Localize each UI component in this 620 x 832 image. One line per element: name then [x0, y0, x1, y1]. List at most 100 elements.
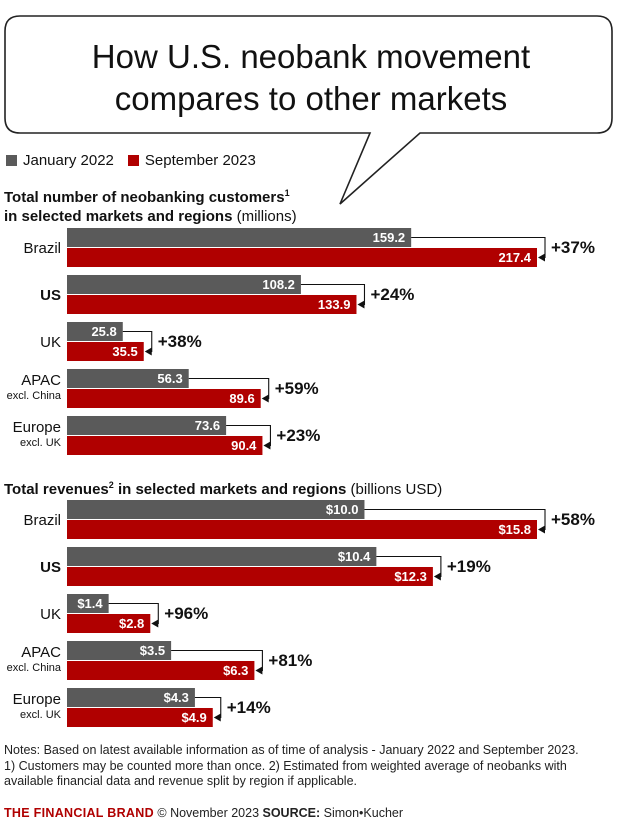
- bar-value-label: 25.8: [91, 324, 116, 339]
- chart-1-title: Total number of neobanking customers1 in…: [4, 184, 297, 226]
- bar: [67, 567, 433, 586]
- source-name: Simon•Kucher: [320, 806, 404, 820]
- category-sublabel: excl. China: [7, 662, 62, 674]
- headline: How U.S. neobank movement compares to ot…: [40, 36, 582, 120]
- change-label: +14%: [227, 698, 271, 717]
- bar-value-label: $15.8: [498, 522, 531, 537]
- bar-value-label: 73.6: [195, 418, 220, 433]
- category-label: APAC: [21, 644, 61, 661]
- chart-customers: Brazil 159.2 217.4 +37% US 108.2 133.9 +24% UK 25…: [7, 228, 595, 455]
- bar: [67, 547, 377, 566]
- bar: [67, 228, 412, 247]
- copyright: © November 2023: [153, 806, 263, 820]
- bar: [67, 416, 227, 435]
- bar: [67, 708, 213, 727]
- notes-line: Notes: Based on latest available informa…: [4, 743, 579, 757]
- bar: [67, 594, 109, 613]
- chart-2-title-footnote: 2: [108, 480, 114, 490]
- bar: [67, 275, 301, 294]
- bar: [67, 295, 357, 314]
- legend-label: September 2023: [144, 152, 256, 169]
- bar: [67, 389, 261, 408]
- change-label: +38%: [158, 332, 202, 351]
- bar-value-label: 108.2: [262, 277, 295, 292]
- notes-line: available financial data and revenue spl…: [4, 774, 358, 788]
- bar: [67, 342, 144, 361]
- bar-value-label: $10.4: [338, 549, 371, 564]
- bar: [67, 688, 195, 707]
- category-label: APAC: [21, 372, 61, 389]
- category-label: Europe: [13, 419, 61, 436]
- arrow-head: [151, 619, 159, 628]
- legend-item-sep-2023: September 2023: [127, 152, 256, 169]
- chart-2-title-unit: (billions USD): [346, 481, 443, 498]
- arrow-head: [263, 441, 271, 450]
- headline-line-2: compares to other markets: [114, 80, 508, 117]
- bar-value-label: $2.8: [119, 616, 144, 631]
- arrow-head: [144, 347, 152, 356]
- chart-1-title-bold: Total number of neobanking customers: [4, 189, 285, 206]
- bar-value-label: 217.4: [498, 250, 531, 265]
- bar: [67, 500, 365, 519]
- bar-value-label: $6.3: [223, 663, 248, 678]
- category-label: US: [40, 287, 61, 304]
- bar: [67, 436, 263, 455]
- bar: [67, 641, 172, 660]
- bar: [67, 369, 189, 388]
- bar-value-label: 89.6: [229, 391, 254, 406]
- bar-value-label: $12.3: [394, 569, 427, 584]
- bar-value-label: 159.2: [373, 230, 406, 245]
- legend-item-jan-2022: January 2022: [6, 152, 114, 169]
- legend-swatch-red: [127, 155, 139, 166]
- bar-value-label: $10.0: [326, 502, 359, 517]
- source-label: SOURCE:: [262, 806, 321, 820]
- category-label: Brazil: [23, 240, 61, 257]
- bar-value-label: 133.9: [318, 297, 351, 312]
- chart-2-title: Total revenues2 in selected markets and …: [4, 476, 442, 499]
- arrow-head: [213, 713, 221, 722]
- bar: [67, 661, 255, 680]
- bar: [67, 248, 537, 267]
- arrow-head: [255, 666, 263, 675]
- category-label: US: [40, 559, 61, 576]
- bar: [67, 520, 537, 539]
- change-label: +58%: [551, 510, 595, 529]
- change-label: +19%: [447, 557, 491, 576]
- category-sublabel: excl. China: [7, 390, 62, 402]
- headline-line-1: How U.S. neobank movement: [91, 38, 531, 75]
- change-label: +24%: [370, 285, 414, 304]
- legend: January 2022 September 2023: [6, 152, 270, 169]
- arrow-head: [357, 300, 365, 309]
- chart-1-title-footnote: 1: [284, 188, 290, 198]
- bar: [67, 614, 151, 633]
- legend-swatch-gray: [6, 155, 17, 166]
- bar-value-label: $4.9: [181, 710, 206, 725]
- change-label: +59%: [275, 379, 319, 398]
- category-label: UK: [40, 606, 61, 623]
- change-label: +37%: [551, 238, 595, 257]
- change-label: +81%: [268, 651, 312, 670]
- category-sublabel: excl. UK: [20, 709, 62, 721]
- bar-value-label: $4.3: [164, 690, 189, 705]
- bar-value-label: 56.3: [157, 371, 182, 386]
- bar-value-label: $3.5: [140, 643, 165, 658]
- notes: Notes: Based on latest available informa…: [4, 743, 616, 790]
- chart-1-title-unit: (millions): [232, 208, 297, 225]
- change-label: +96%: [164, 604, 208, 623]
- arrow-head: [538, 525, 545, 534]
- brand-logo-text: THE FINANCIAL BRAND: [4, 806, 154, 820]
- footer: THE FINANCIAL BRAND © November 2023 SOUR…: [4, 806, 403, 820]
- category-label: Europe: [13, 691, 61, 708]
- change-label: +23%: [276, 426, 320, 445]
- category-sublabel: excl. UK: [20, 437, 62, 449]
- speech-bubble: [4, 15, 613, 205]
- arrow-head: [433, 572, 441, 581]
- bar-value-label: $1.4: [77, 596, 103, 611]
- chart-2-title-bold-2: in selected markets and regions: [113, 481, 347, 498]
- notes-line: 1) Customers may be counted more than on…: [4, 758, 567, 773]
- legend-label: January 2022: [23, 152, 114, 169]
- arrow-head: [261, 394, 269, 403]
- chart-1-title-bold-2: in selected markets and regions: [4, 208, 233, 225]
- arrow-head: [538, 253, 545, 262]
- chart-revenues: Brazil $10.0 $15.8 +58% US $10.4 $12.3 +19% UK $1…: [7, 500, 595, 727]
